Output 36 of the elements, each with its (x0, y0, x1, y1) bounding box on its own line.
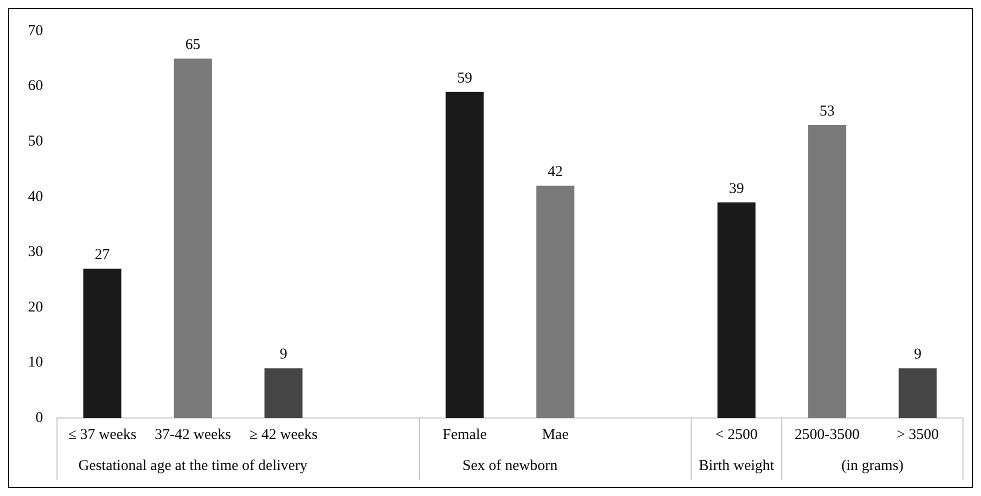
x-tick-label: < 2500 (715, 426, 758, 443)
data-label: 53 (820, 103, 835, 120)
bar (808, 124, 846, 418)
bar (83, 268, 122, 418)
data-label: 27 (94, 247, 110, 264)
bar (898, 368, 937, 418)
data-label: 65 (185, 37, 200, 54)
y-tick-label: 60 (28, 78, 43, 94)
x-tick-label: Female (442, 426, 488, 443)
bar (717, 202, 756, 418)
data-label: 9 (280, 346, 288, 363)
y-tick-label: 20 (28, 299, 43, 316)
text: (in grams) (841, 458, 904, 474)
x-tick-label: 2500-3500 (794, 426, 860, 443)
y-tick-label: 0 (36, 410, 43, 426)
y-tick-label: 70 (28, 22, 43, 39)
data-label: 39 (729, 180, 744, 197)
bar (264, 368, 303, 418)
y-tick-label: 40 (28, 188, 43, 205)
x-tick-label: ≤ 37 weeks (68, 426, 137, 443)
data-label: 9 (914, 346, 922, 363)
text: Gestational age at the time of delivery (78, 458, 308, 474)
data-label: 42 (548, 164, 563, 180)
x-tick-label: ≥ 42 weeks (249, 426, 318, 443)
y-tick-label: 50 (28, 134, 43, 150)
x-tick-label: > 3500 (896, 426, 939, 443)
bar (536, 186, 574, 418)
x-tick-label: 37-42 weeks (154, 426, 232, 443)
text: Birth weight (698, 458, 776, 474)
x-tick-label: Mae (542, 426, 569, 443)
text: Sex of newborn (462, 458, 558, 474)
y-tick-label: 10 (28, 354, 43, 371)
y-tick-label: 30 (28, 244, 43, 260)
data-label: 59 (457, 70, 472, 86)
bar (446, 92, 484, 418)
bar (174, 58, 212, 418)
